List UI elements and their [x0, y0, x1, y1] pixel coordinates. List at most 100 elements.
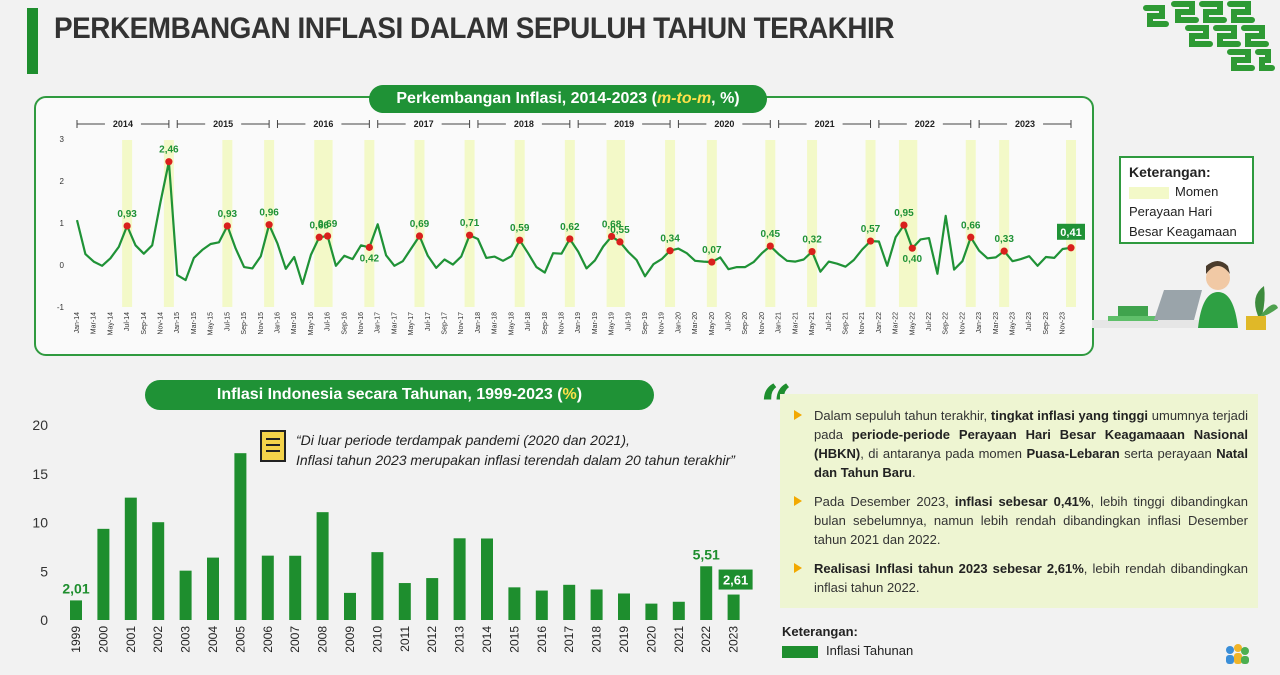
x-tick-label: Jan-18: [475, 312, 482, 334]
year-label-bg: [104, 117, 141, 130]
x-tick-label: May-18: [508, 312, 515, 335]
year-label: 2022: [915, 119, 935, 129]
x-tick-label: Mar-23: [993, 312, 1000, 334]
holiday-band: [606, 140, 617, 307]
x-tick-label: 2020: [644, 626, 658, 653]
holiday-band: [865, 140, 876, 307]
data-label: 0,45: [761, 229, 781, 240]
p3-bold-a: Realisasi Inflasi tahun 2023 sebesar 2,6…: [814, 561, 1084, 576]
p1-text-c: umumnya terjadi pada: [814, 408, 1248, 442]
holiday-band: [965, 140, 976, 307]
y-tick-label: 2: [60, 177, 65, 186]
year-label: 2017: [414, 119, 434, 129]
bar: [70, 600, 82, 620]
x-tick-label: Nov-19: [659, 312, 666, 335]
x-tick-label: Jul-15: [224, 312, 231, 331]
holiday-marker: [265, 221, 273, 229]
monthly-chart-frame: [34, 96, 1094, 356]
holiday-marker: [566, 235, 574, 243]
x-tick-label: May-20: [709, 312, 716, 335]
x-tick-label: Mar-15: [191, 312, 198, 334]
x-tick-label: 2012: [425, 626, 439, 653]
x-tick-label: Jan-16: [275, 312, 282, 334]
year-label: 2021: [815, 119, 835, 129]
bar: [371, 552, 384, 620]
year-label: 2014: [113, 119, 133, 129]
x-tick-label: Nov-14: [158, 312, 165, 335]
holiday-marker: [1000, 247, 1008, 255]
annual-title-unit: %: [562, 386, 577, 403]
x-tick-label: Jul-19: [625, 312, 632, 331]
holiday-band: [564, 140, 575, 307]
x-tick-label: Nov-21: [859, 312, 866, 335]
bar: [727, 594, 740, 620]
data-label: 0,07: [702, 245, 722, 256]
highlight-label-box: [718, 569, 753, 590]
x-tick-label: 1999: [69, 626, 83, 653]
title-accent-bar: [27, 8, 38, 74]
x-tick-label: 2023: [727, 626, 741, 653]
p1-text-i: .: [911, 465, 916, 480]
year-label: 2016: [313, 119, 333, 129]
annual-note-line2: Inflasi tahun 2023 merupakan inflasi ter…: [296, 452, 735, 468]
commentary-paragraph-3: Realisasi Inflasi tahun 2023 sebesar 2,6…: [794, 559, 1248, 597]
data-label: 0,96: [259, 208, 279, 219]
commentary-paragraph-1: Dalam sepuluh tahun terakhir, tingkat in…: [794, 406, 1248, 482]
holiday-marker: [766, 242, 774, 250]
x-tick-label: 2009: [343, 626, 357, 653]
holiday-band: [907, 140, 918, 307]
bar: [563, 584, 576, 620]
bar: [289, 555, 302, 620]
year-label: 2015: [213, 119, 233, 129]
holiday-marker: [1067, 244, 1075, 252]
x-tick-label: Mar-14: [91, 312, 98, 334]
holiday-marker: [365, 243, 373, 251]
x-tick-label: Jan-14: [74, 312, 81, 334]
annual-legend-swatch: [782, 645, 818, 658]
bullet-arrow-icon: [794, 563, 802, 573]
y-tick-label: 1: [60, 219, 65, 228]
people-group-icon: [1226, 644, 1249, 664]
holiday-marker: [908, 244, 916, 252]
data-label: 0,93: [117, 209, 137, 220]
x-tick-label: Nov-23: [1060, 312, 1067, 335]
x-tick-label: Sep-21: [843, 312, 850, 335]
x-tick-label: Jul-17: [425, 312, 432, 331]
year-label-bg: [606, 117, 643, 130]
holiday-band: [665, 140, 676, 307]
x-tick-label: May-22: [909, 312, 916, 335]
data-label: 0,34: [660, 234, 680, 245]
bar: [344, 592, 356, 620]
bar: [481, 538, 493, 620]
bar: [261, 555, 274, 620]
data-label: 0,69: [410, 219, 430, 230]
ministry-logo-icon: [1143, 1, 1275, 71]
data-label: 5,51: [693, 546, 720, 562]
data-label: 0,66: [310, 220, 330, 231]
x-tick-label: Mar-17: [391, 312, 398, 334]
bar: [234, 453, 247, 620]
data-label: 0,93: [218, 209, 238, 220]
x-tick-label: Jan-22: [876, 312, 883, 334]
x-tick-label: 2005: [233, 626, 247, 653]
data-label: 0,69: [318, 219, 338, 230]
commentary-paragraph-2: Pada Desember 2023, inflasi sebesar 0,41…: [794, 492, 1248, 549]
monthly-legend-item-line3: Besar Keagamaan: [1129, 224, 1237, 239]
monthly-legend-item-line2: Perayaan Hari: [1129, 204, 1213, 219]
data-label: 0,41: [1060, 227, 1081, 239]
holiday-band-swatch: [1129, 186, 1169, 199]
x-tick-label: Mar-20: [692, 312, 699, 334]
x-tick-label: Jan-21: [776, 312, 783, 334]
x-tick-label: May-17: [408, 312, 415, 335]
year-label: 2020: [714, 119, 734, 129]
holiday-marker: [516, 236, 524, 244]
year-label: 2023: [1015, 119, 1035, 129]
y-tick-label: 10: [32, 515, 48, 531]
holiday-band: [163, 140, 174, 307]
x-tick-label: 2006: [261, 626, 275, 653]
x-tick-label: 2013: [453, 626, 467, 653]
x-tick-label: May-14: [107, 312, 114, 335]
data-label: 0,33: [994, 234, 1014, 245]
x-tick-label: Jul-22: [926, 312, 933, 331]
